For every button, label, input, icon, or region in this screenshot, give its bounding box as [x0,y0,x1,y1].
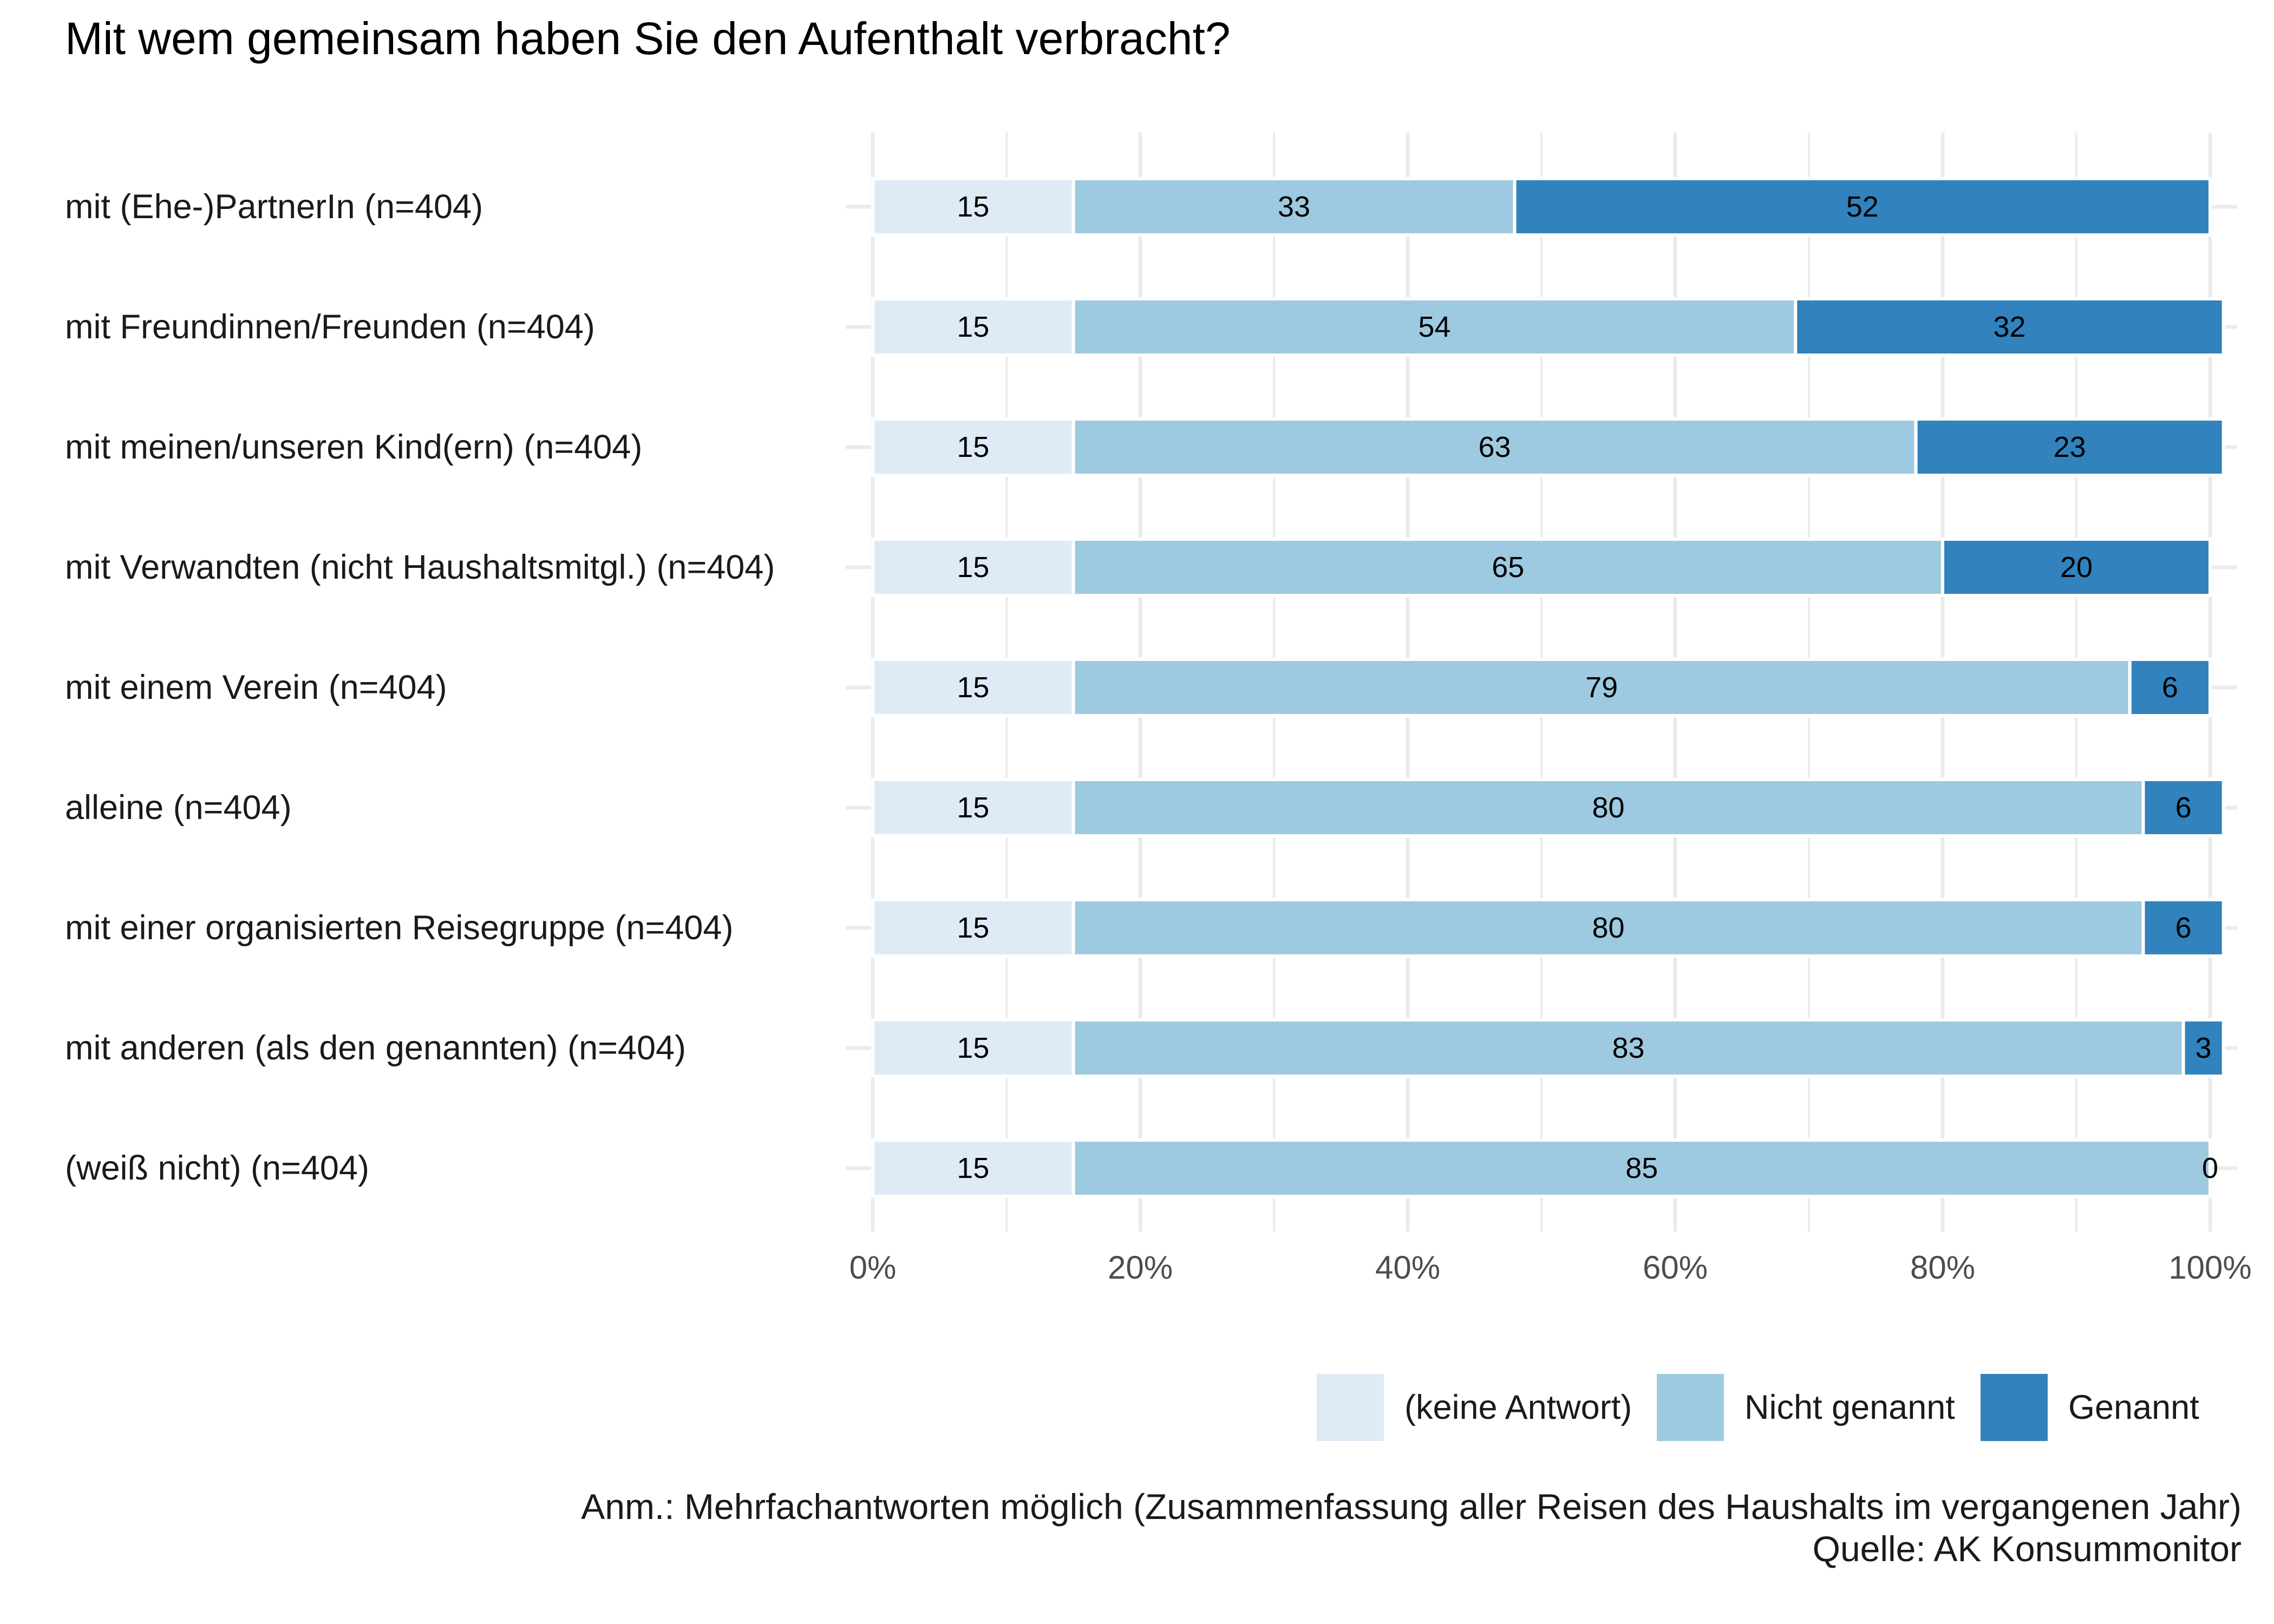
data-label: 15 [957,671,989,704]
x-tick-label: 60% [1643,1249,1708,1286]
bar-segment [871,1018,1075,1078]
bar-segment [871,538,1075,597]
data-label: 83 [1612,1032,1645,1064]
data-label: 3 [2195,1032,2212,1064]
data-label: 0 [2202,1152,2218,1184]
bar-segment [1071,417,1918,477]
legend-label: Genannt [2068,1389,2199,1426]
bar-segment [1794,297,2225,357]
data-label: 15 [957,191,989,223]
bar-segment [1071,1138,2212,1198]
data-label: 15 [957,431,989,463]
data-label: 15 [957,311,989,343]
data-label: 63 [1479,431,1511,463]
legend: (keine Antwort) Nicht genannt Genannt [1317,1374,2199,1441]
bar-segment [1513,177,2212,237]
category-label: mit anderen (als den genannten) (n=404) [65,1029,686,1067]
bar-segment [1071,1018,2185,1078]
data-label: 23 [2054,431,2086,463]
category-label: alleine (n=404) [65,789,292,827]
x-tick-label: 80% [1910,1249,1975,1286]
data-label: 15 [957,791,989,824]
data-label: 80 [1592,912,1624,944]
chart-source: Quelle: AK Konsummonitor [1813,1529,2242,1569]
bar-segment [2141,898,2225,958]
category-label: mit Freundinnen/Freunden (n=404) [65,308,595,346]
x-tick-label: 0% [850,1249,897,1286]
bars-layer [871,177,2225,1198]
data-label: 32 [1993,311,2025,343]
bar-segment [1941,538,2212,597]
bar-segment [2181,1018,2225,1078]
legend-key [1981,1374,2048,1441]
data-label: 65 [1492,551,1524,584]
labels-layer: mit (Ehe-)PartnerIn (n=404) mit Freundinn… [65,188,2218,1187]
category-label: mit einem Verein (n=404) [65,669,447,706]
bar-segment [1071,778,2145,837]
x-axis: 0% 20% 40% 60% 80% 100% [850,1249,2252,1286]
data-label: 54 [1418,311,1450,343]
bar-segment [1071,538,1944,597]
legend-key [1657,1374,1724,1441]
x-tick-label: 40% [1375,1249,1440,1286]
bar-segment [871,177,1075,237]
category-label: mit meinen/unseren Kind(ern) (n=404) [65,428,642,466]
data-label: 33 [1278,191,1310,223]
data-label: 20 [2060,551,2093,584]
data-label: 80 [1592,791,1624,824]
category-label: mit Verwandten (nicht Haushaltsmitgl.) (… [65,548,775,586]
data-label: 15 [957,1032,989,1064]
data-label: 15 [957,912,989,944]
x-tick-label: 100% [2168,1249,2251,1286]
data-label: 52 [1846,191,1879,223]
bar-segment [871,778,1075,837]
data-label: 6 [2175,791,2192,824]
bar-segment [1071,898,2145,958]
bar-segment [1071,177,1517,237]
bar-segment [871,658,1075,717]
chart-note: Anm.: Mehrfachantworten möglich (Zusamme… [581,1487,2242,1527]
data-label: 85 [1625,1152,1658,1184]
bar-segment [1914,417,2225,477]
bar-segment [1071,658,2132,717]
legend-label: (keine Antwort) [1404,1389,1632,1426]
x-tick-label: 20% [1108,1249,1173,1286]
category-label: mit (Ehe-)PartnerIn (n=404) [65,188,483,226]
category-label: (weiß nicht) (n=404) [65,1149,369,1187]
data-label: 6 [2162,671,2178,704]
bar-segment [871,898,1075,958]
data-label: 6 [2175,912,2192,944]
bar-segment [871,1138,1075,1198]
bar-segment [2141,778,2225,837]
legend-label: Nicht genannt [1744,1389,1955,1426]
data-label: 15 [957,1152,989,1184]
bar-segment [2128,658,2212,717]
data-label: 15 [957,551,989,584]
chart-title: Mit wem gemeinsam haben Sie den Aufentha… [65,13,1231,64]
category-label: mit einer organisierten Reisegruppe (n=4… [65,909,733,947]
legend-key [1317,1374,1384,1441]
data-label: 79 [1585,671,1618,704]
